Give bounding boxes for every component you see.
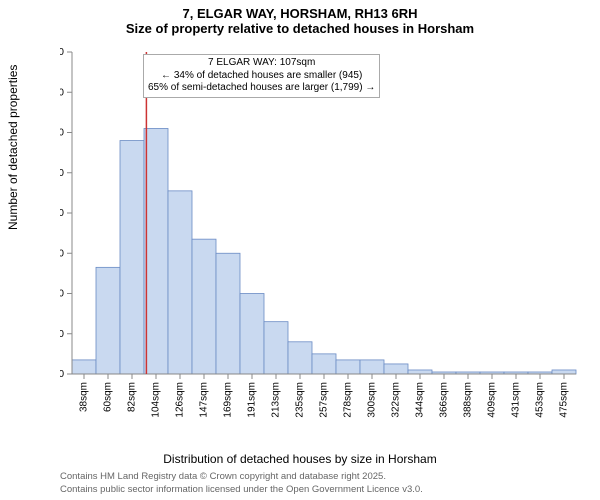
chart-title-line2: Size of property relative to detached ho…	[0, 21, 600, 36]
svg-text:278sqm: 278sqm	[343, 382, 354, 418]
svg-text:344sqm: 344sqm	[415, 382, 426, 418]
svg-text:200: 200	[60, 289, 64, 300]
svg-text:213sqm: 213sqm	[271, 382, 282, 418]
svg-text:104sqm: 104sqm	[151, 382, 162, 418]
svg-text:235sqm: 235sqm	[295, 382, 306, 418]
svg-text:500: 500	[60, 168, 64, 179]
y-axis-label: Number of detached properties	[6, 65, 20, 230]
svg-text:82sqm: 82sqm	[127, 382, 138, 412]
svg-text:60sqm: 60sqm	[103, 382, 114, 412]
annotation-line: 65% of semi-detached houses are larger (…	[148, 82, 375, 95]
svg-text:400: 400	[60, 208, 64, 219]
svg-text:388sqm: 388sqm	[463, 382, 474, 418]
svg-text:191sqm: 191sqm	[247, 382, 258, 418]
plot-area: 0 100 200 300 400 500 600 700 800 38sqm 60sqm 82sqm…	[60, 48, 580, 418]
svg-text:700: 700	[60, 87, 64, 98]
svg-text:126sqm: 126sqm	[175, 382, 186, 418]
svg-text:366sqm: 366sqm	[439, 382, 450, 418]
svg-text:409sqm: 409sqm	[487, 382, 498, 418]
svg-text:300: 300	[60, 248, 64, 259]
svg-text:100: 100	[60, 329, 64, 340]
chart-title-block: 7, ELGAR WAY, HORSHAM, RH13 6RH Size of …	[0, 0, 600, 36]
svg-text:322sqm: 322sqm	[391, 382, 402, 418]
x-axis-label: Distribution of detached houses by size …	[0, 452, 600, 466]
svg-text:300sqm: 300sqm	[367, 382, 378, 418]
annotation-line: ← 34% of detached houses are smaller (94…	[148, 70, 375, 83]
chart-title-line1: 7, ELGAR WAY, HORSHAM, RH13 6RH	[0, 6, 600, 21]
svg-text:38sqm: 38sqm	[79, 382, 90, 412]
footer-attribution: Contains HM Land Registry data © Crown c…	[60, 471, 423, 496]
annotation-line: 7 ELGAR WAY: 107sqm	[148, 57, 375, 70]
svg-text:800: 800	[60, 48, 64, 58]
histogram-svg: 0 100 200 300 400 500 600 700 800 38sqm 60sqm 82sqm…	[60, 48, 580, 418]
footer-line1: Contains HM Land Registry data © Crown c…	[60, 471, 423, 483]
svg-text:257sqm: 257sqm	[319, 382, 330, 418]
footer-line2: Contains public sector information licen…	[60, 484, 423, 496]
chart-container: 7, ELGAR WAY, HORSHAM, RH13 6RH Size of …	[0, 0, 600, 500]
svg-text:0: 0	[60, 369, 64, 380]
annotation-box: 7 ELGAR WAY: 107sqm← 34% of detached hou…	[143, 54, 380, 98]
svg-text:475sqm: 475sqm	[559, 382, 570, 418]
svg-text:453sqm: 453sqm	[535, 382, 546, 418]
svg-text:600: 600	[60, 128, 64, 139]
svg-text:147sqm: 147sqm	[199, 382, 210, 418]
svg-text:431sqm: 431sqm	[511, 382, 522, 418]
svg-text:169sqm: 169sqm	[223, 382, 234, 418]
